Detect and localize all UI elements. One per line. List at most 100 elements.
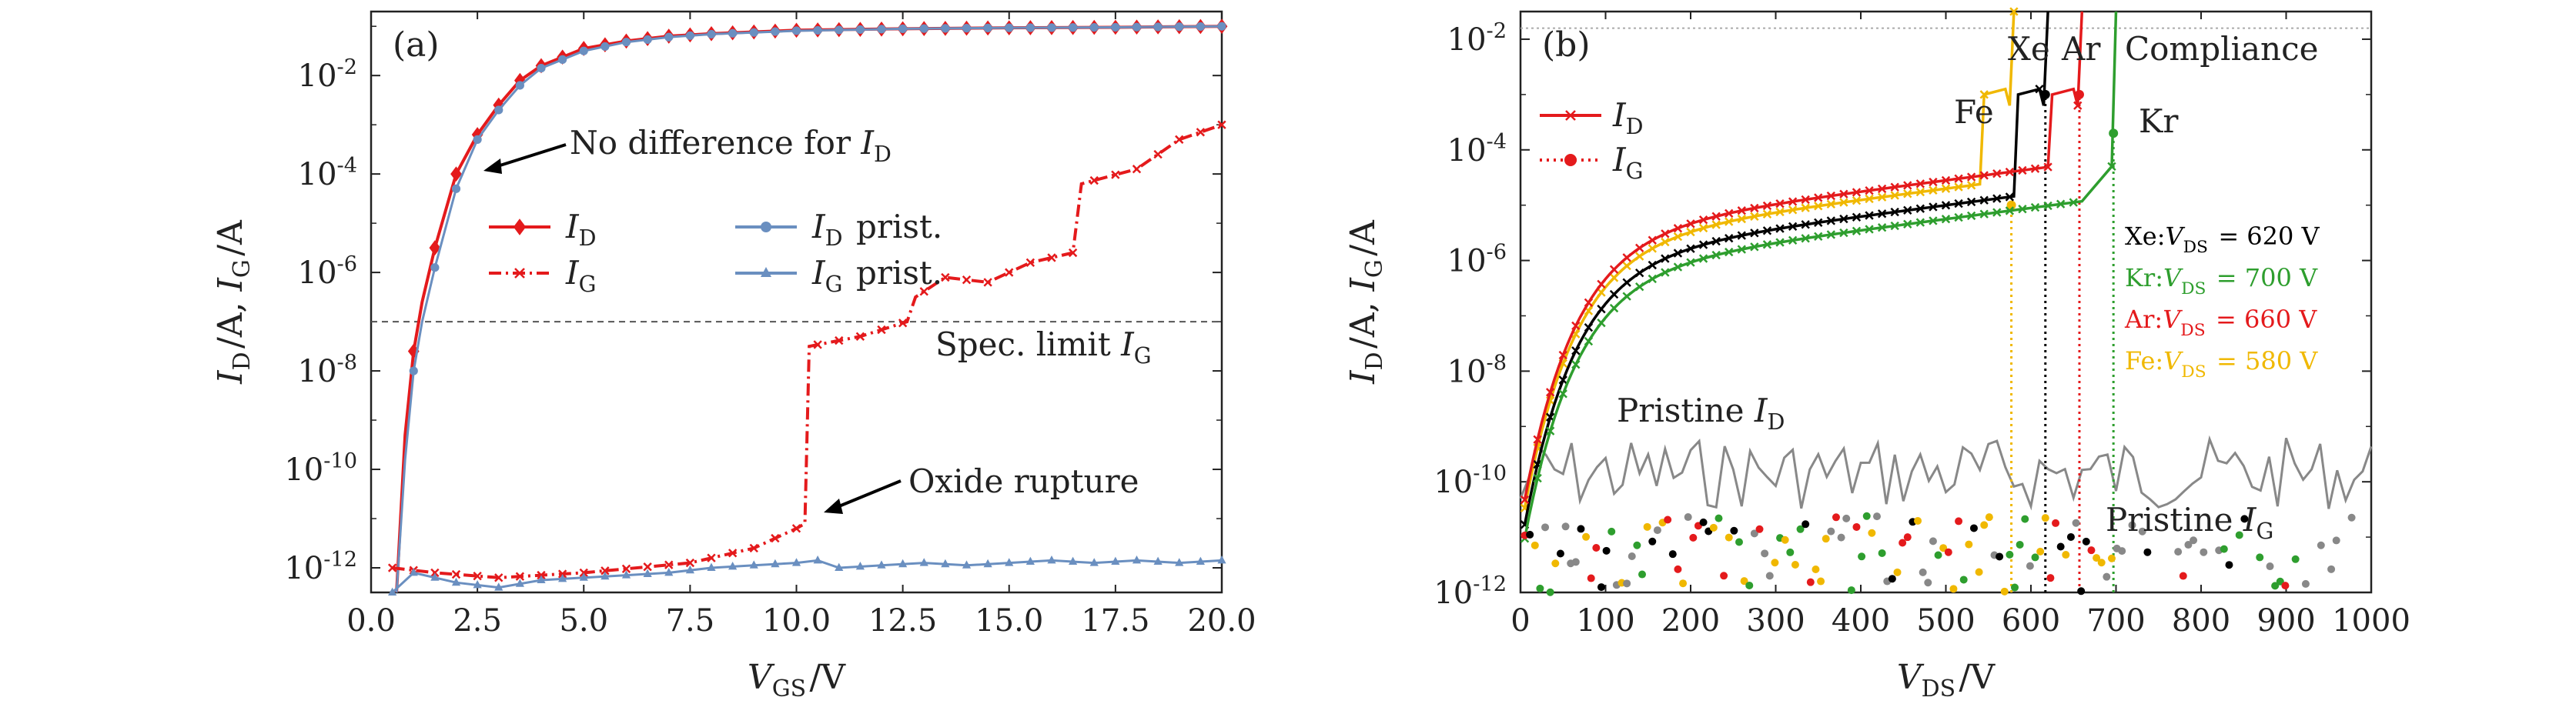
data-point [1686,227,1695,237]
data-point [835,335,844,345]
data-point [2040,89,2050,99]
data-point [1915,179,1925,189]
x-tick-label: 2.5 [453,603,502,639]
data-point [1005,23,1014,32]
data-point [1915,204,1925,213]
data-point [2109,128,2119,138]
data-point [1788,235,1798,245]
data-point [1775,224,1785,233]
data-point [1890,221,1899,231]
data-point [1801,220,1810,229]
data-point [621,570,631,579]
x-tick-label: 20.0 [1187,603,1256,639]
data-point [1826,216,1836,225]
data-point [1648,537,1657,546]
data-point [451,577,461,586]
data-point [1536,584,1544,592]
data-point [429,240,441,255]
annotation-compliance: Compliance [2125,30,2318,68]
data-point [1903,189,1912,199]
y-tick-label: 10-10 [284,449,360,488]
y-tick-label: 10-6 [298,252,360,291]
data-point [1737,206,1746,215]
data-point [2103,572,2111,581]
data-point [1196,128,1206,137]
data-point [1877,209,1887,219]
data-point [2291,555,2300,563]
data-point [2026,562,2034,570]
data-point [601,571,610,580]
data-point [1661,268,1670,277]
data-point [898,24,908,33]
data-point [1839,228,1848,238]
y-axis-label: ID /A, IG /A [211,219,256,385]
data-point [2200,548,2208,556]
data-point [2174,548,2183,556]
data-point [1865,211,1874,220]
data-point [1533,473,1542,483]
data-point [1561,522,1570,531]
series-id-ar [1520,11,2084,592]
legend-label: ID prist. [811,208,942,251]
data-point [2073,101,2083,110]
data-point [621,564,631,573]
data-point [1929,216,1938,225]
data-point [1903,533,1912,542]
data-point [919,287,928,296]
data-point [1047,253,1056,262]
data-point [1965,540,1973,549]
data-point [2074,89,2084,99]
data-point [2225,561,2233,569]
data-point [2005,192,2015,202]
data-point [1802,520,1810,529]
data-point [1217,556,1226,564]
data-point [1899,539,1907,547]
annotation-no-difference: No difference for ID [570,124,895,167]
data-point [2271,582,2280,590]
data-point [2041,514,2049,522]
data-point [1679,579,1688,588]
data-point [2069,198,2078,207]
panel-a: (a)0.0 2.5 5.0 7.5 10.0 12.5 15.0 17.5 20.010-2 … [211,10,1256,702]
data-point [1786,548,1795,556]
y-tick-label: 10-4 [298,154,360,192]
data-point [1609,289,1619,299]
data-point [473,571,482,581]
data-point [2066,532,2075,541]
data-point [1877,192,1887,202]
data-point [1533,435,1542,444]
data-point [1622,261,1631,271]
x-tick-label: 700 [2086,603,2145,639]
data-point [1558,375,1567,385]
data-point [1788,222,1798,232]
data-point [643,35,652,45]
data-point [1941,201,1951,210]
legend-marker [1564,154,1577,166]
data-point [430,263,440,272]
data-point [579,46,588,55]
data-point [962,560,972,569]
data-point [579,572,588,581]
data-point [643,562,652,572]
data-point [1878,549,1886,557]
data-point [835,25,844,35]
data-point [2021,515,2029,523]
x-tick-label: 17.5 [1081,603,1149,639]
y-tick-label: 10-12 [1434,572,1510,611]
data-point [1775,207,1785,217]
data-point [1635,269,1644,278]
data-point [1865,225,1874,234]
data-point [1571,558,1580,566]
data-point [1979,90,1989,99]
data-point [2046,574,2055,582]
data-point [1587,574,1595,582]
data-point [558,574,567,582]
data-point [1571,360,1581,369]
annotation-fe: Fe [1954,93,1994,131]
data-point [1047,556,1056,564]
data-point [1597,288,1606,297]
data-point [1801,195,1810,205]
data-point [1686,258,1695,267]
data-point [1068,248,1078,258]
data-point [1196,556,1205,566]
